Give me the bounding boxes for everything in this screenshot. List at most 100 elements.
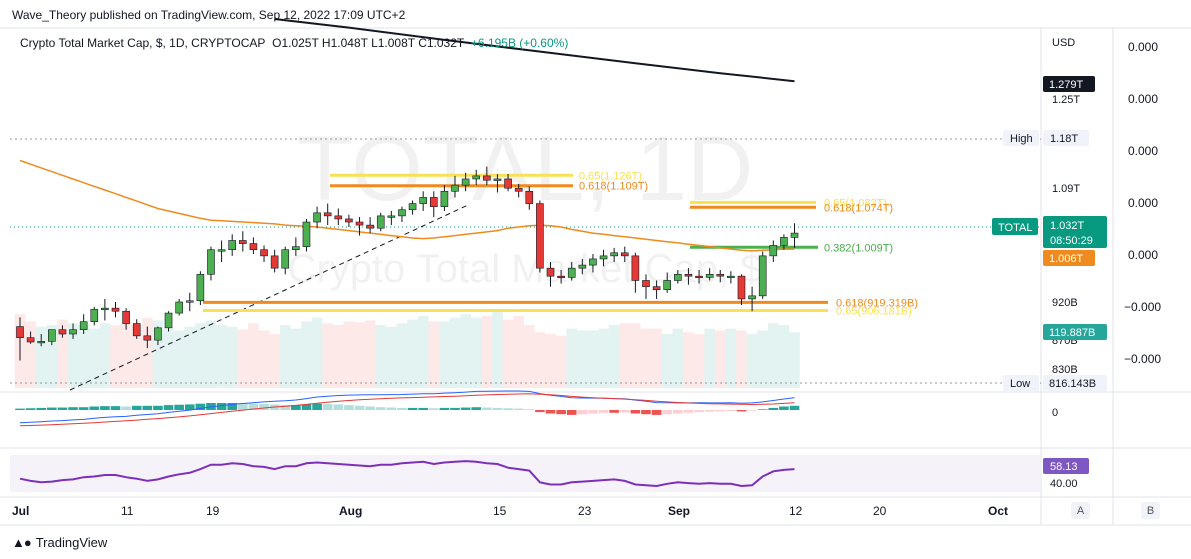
time-tick: 20: [873, 504, 887, 518]
trendline: [69, 204, 469, 391]
volume-bar: [279, 325, 291, 388]
macd-histogram-bar: [216, 403, 227, 410]
volume-bar: [502, 319, 514, 388]
secondary-tick: 0.000: [1128, 196, 1158, 210]
symbol-title[interactable]: Crypto Total Market Cap, $, 1D, CRYPTOCA…: [20, 36, 266, 50]
volume-value: 119.887B: [1049, 327, 1095, 339]
candle-body: [780, 237, 788, 246]
watermark-symbol: TOTAL, 1D: [297, 118, 754, 220]
volume-bar: [269, 334, 280, 388]
candle-body: [589, 258, 597, 266]
volume-bar: [343, 321, 355, 388]
candle-body: [737, 275, 746, 300]
candle-body: [536, 203, 544, 269]
candlesticks: [16, 166, 799, 361]
secondary-axis[interactable]: 0.000 0.000 0.000 0.000 0.000 −0.000 −0.…: [1124, 40, 1161, 366]
macd-histogram-bar: [619, 410, 630, 413]
macd-histogram-bar: [280, 405, 291, 410]
macd-histogram-bar: [121, 406, 131, 410]
symbol-watermark: TOTAL, 1D Crypto Total Market Cap, $: [287, 118, 762, 291]
candle-body: [705, 274, 714, 278]
footer-brand[interactable]: ▲● TradingView: [12, 535, 107, 550]
watermark-description: Crypto Total Market Cap, $: [287, 247, 762, 291]
candle-body: [249, 243, 258, 251]
macd-histogram-bar: [588, 410, 598, 414]
candle-body: [419, 197, 427, 204]
candle-body: [504, 178, 512, 189]
candle-body: [345, 218, 353, 223]
ma50-line: [19, 159, 795, 252]
candle-body: [175, 301, 183, 314]
volume-bar: [152, 320, 164, 388]
price-axis[interactable]: USD 1.25T 1.09T 920B 870B 830B 1.279T Hi…: [992, 37, 1107, 490]
macd-histogram-bar: [418, 407, 428, 410]
macd-histogram-bar: [47, 407, 57, 410]
macd-histogram-bar: [747, 410, 757, 411]
candle-body: [207, 249, 215, 275]
macd-histogram-bar: [322, 404, 333, 410]
volume-bar: [651, 328, 662, 388]
price-tick: 920B: [1052, 297, 1078, 309]
candle-body: [122, 310, 130, 324]
volume-bar: [99, 323, 111, 388]
macd-histogram-bar: [779, 406, 789, 410]
candle-body: [260, 249, 268, 257]
candle-body: [334, 215, 343, 220]
macd-histogram-bar: [450, 407, 460, 410]
candle-body: [440, 190, 449, 207]
macd-histogram-bar: [598, 410, 609, 413]
rsi-band: [10, 455, 1040, 492]
candle-body: [16, 326, 24, 338]
candle-body: [674, 274, 682, 281]
macd-histogram-bar: [428, 408, 439, 410]
macd-histogram-bar: [757, 409, 768, 410]
volume-bar: [407, 319, 418, 388]
auto-scale-button[interactable]: A: [1071, 502, 1090, 519]
fib-label: 0.65(1.126T): [579, 170, 642, 182]
volume-bar: [67, 323, 79, 388]
volume-bar: [205, 320, 217, 388]
candle-body: [546, 267, 555, 277]
last-price: 1.032T: [1050, 220, 1085, 232]
low-badge: [1003, 375, 1039, 391]
fib-label: 0.618(1.109T): [579, 181, 648, 193]
candle-body: [376, 215, 385, 229]
macd-histogram-bar: [78, 407, 89, 410]
candle-body: [387, 215, 396, 218]
candle-body: [164, 312, 173, 329]
macd-histogram-bar: [333, 404, 344, 410]
macd-histogram-bar: [556, 410, 566, 415]
macd-histogram-bar: [375, 407, 386, 410]
candle-body: [599, 255, 608, 260]
candle-body: [79, 321, 88, 330]
volume-bar: [428, 321, 440, 388]
ohlc-values: O1.025T H1.048T L1.008T C1.032T: [272, 36, 465, 50]
high-value-badge: [1043, 130, 1089, 146]
volume-bar: [46, 325, 58, 388]
macd-histogram-bar: [407, 407, 418, 410]
log-scale-button[interactable]: B: [1141, 502, 1160, 519]
macd-histogram-bar: [577, 410, 588, 415]
macd-histogram-bar: [492, 407, 503, 410]
last-price-tag: [1043, 216, 1107, 248]
candle-body: [48, 329, 56, 342]
volume-bar: [481, 316, 493, 388]
volume-bar: [725, 328, 737, 388]
candle-body: [652, 286, 661, 290]
candle-body: [557, 275, 565, 278]
time-tick: 15: [493, 504, 507, 518]
macd-histogram-bar: [344, 405, 354, 410]
macd-histogram-bar: [503, 408, 513, 410]
candle-body: [37, 341, 46, 344]
volume-bar: [184, 326, 196, 388]
volume-bar: [778, 325, 790, 388]
secondary-tick: 0.000: [1128, 40, 1158, 54]
macd-histogram-bar: [131, 405, 142, 410]
symbol-info: Crypto Total Market Cap, $, 1D, CRYPTOCA…: [20, 36, 568, 50]
macd-histogram-bar: [726, 410, 736, 412]
volume-bar: [555, 335, 567, 388]
candle-body: [525, 190, 534, 204]
time-axis[interactable]: Jul 11 19 Aug 15 23 Sep 20 Oct 12: [12, 504, 1008, 518]
symbol-tag: [992, 218, 1038, 235]
